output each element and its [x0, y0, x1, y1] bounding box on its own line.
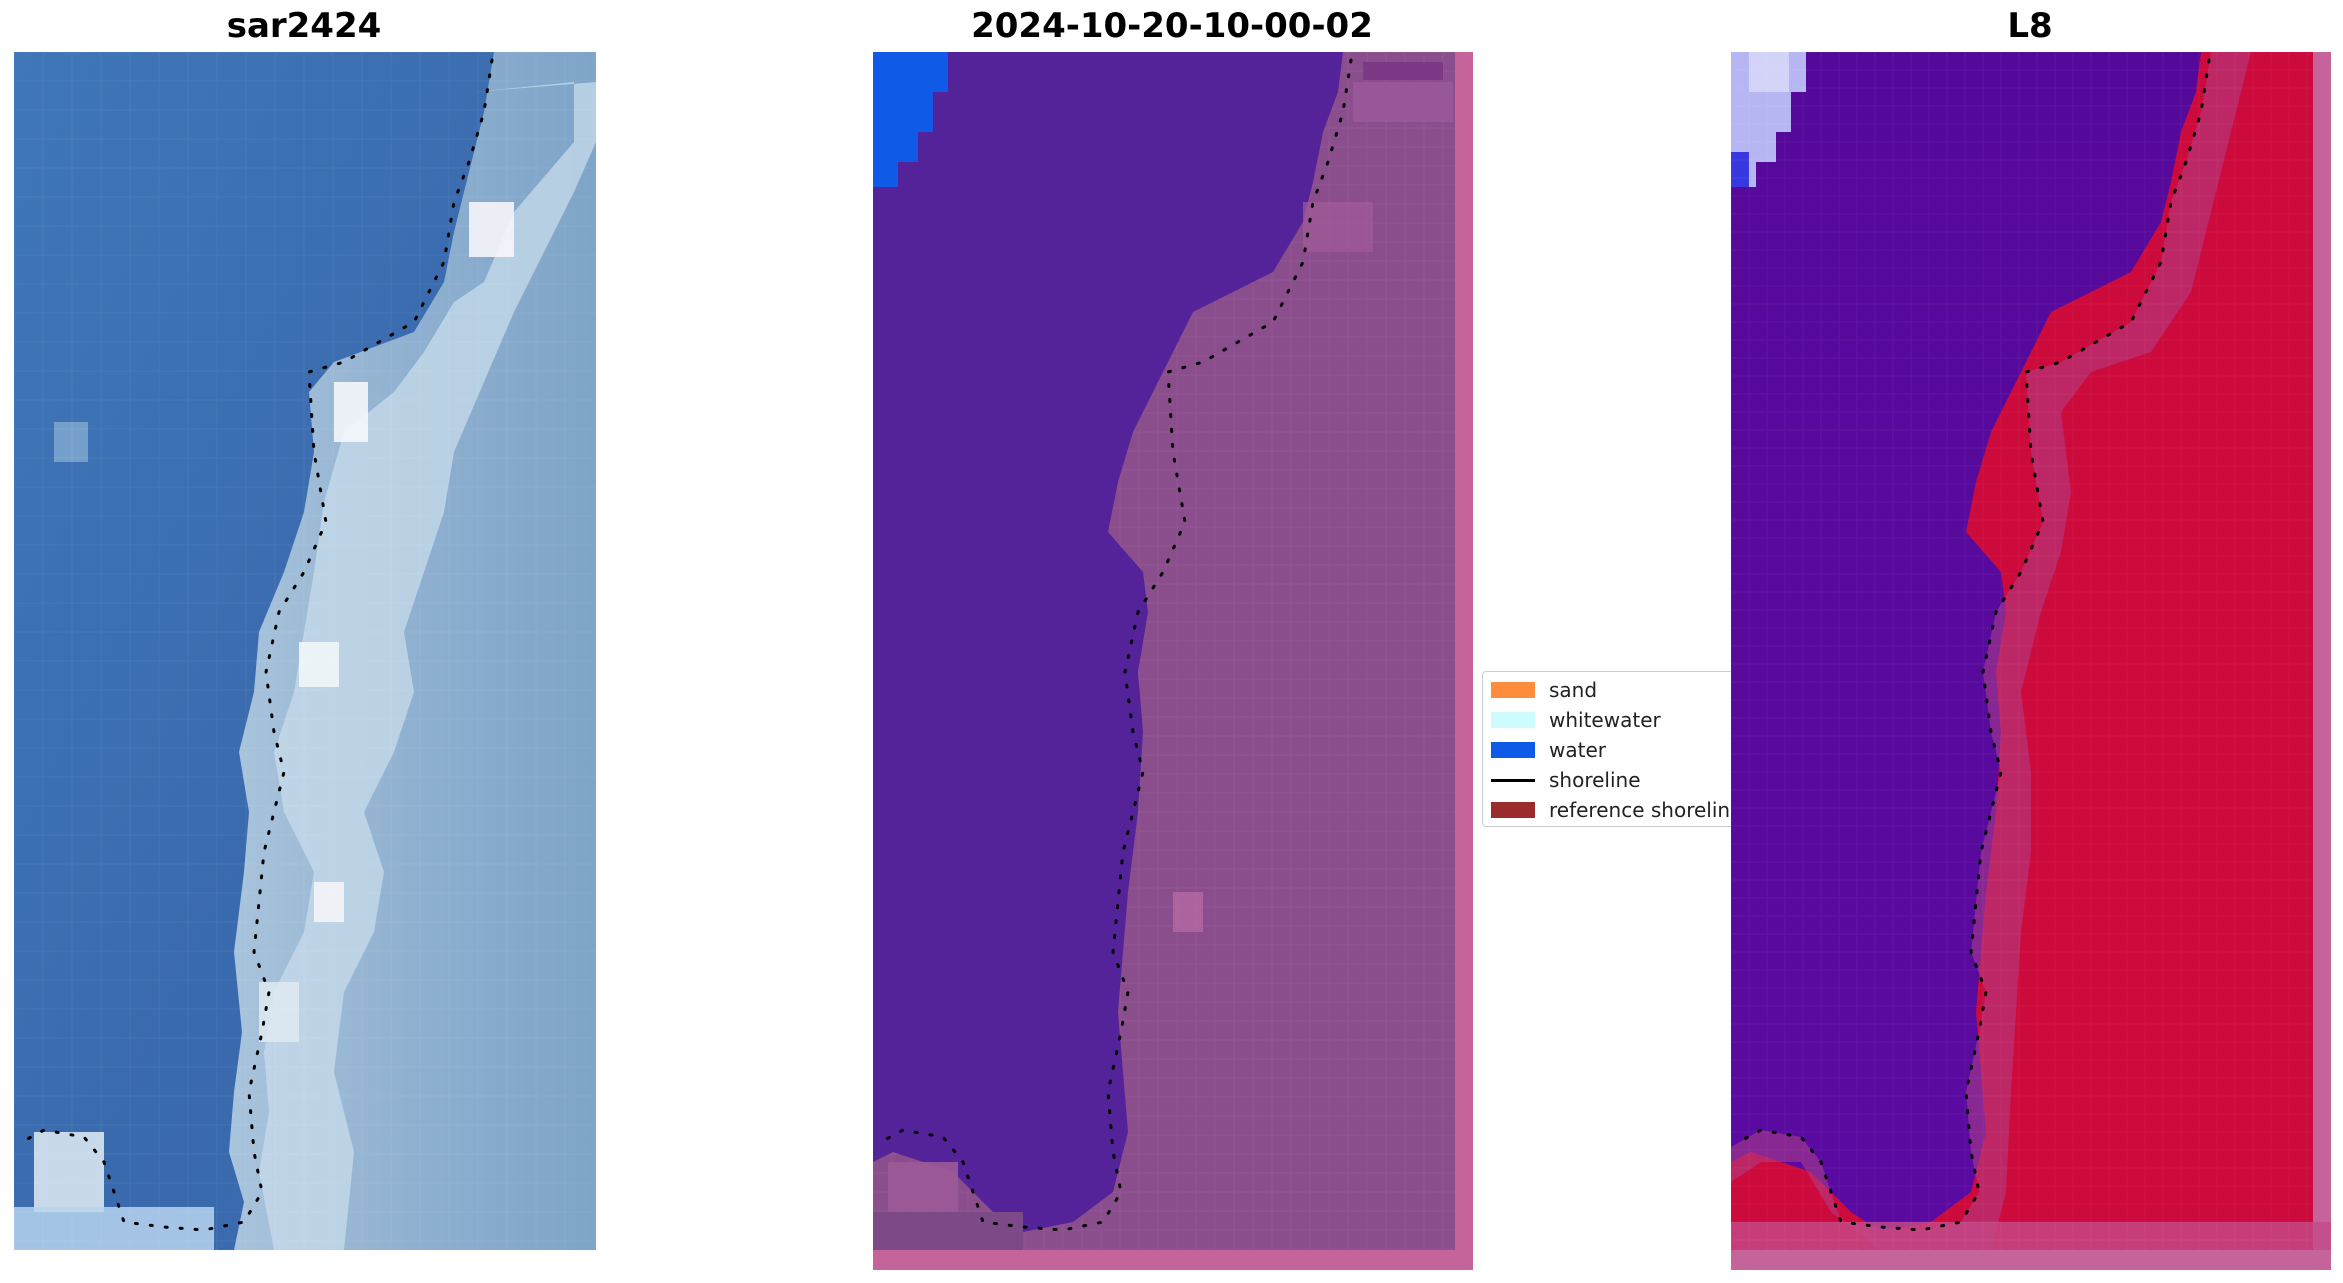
shoreline-dots — [879, 58, 1353, 1232]
water-class — [873, 52, 948, 187]
legend-label-sand: sand — [1549, 678, 1598, 702]
classified-image-panel — [873, 52, 1473, 1270]
reference-shoreline-swatch — [1491, 802, 1535, 818]
legend-label-reference-shoreline: reference shoreline — [1549, 798, 1732, 822]
legend: sand whitewater water shoreline referenc… — [1482, 671, 1732, 827]
water-region — [873, 52, 1343, 1232]
whitewater-swatch — [1491, 712, 1535, 728]
panel-title-ndwi: L8 — [2007, 6, 2053, 46]
shoreline-dots — [20, 58, 494, 1232]
ndwi-image-panel — [1731, 52, 2331, 1270]
shoreline-dots — [1737, 58, 2211, 1232]
legend-label-water: water — [1549, 738, 1606, 762]
panel-title-rgb: sar2424 — [226, 6, 382, 46]
rgb-image-panel — [14, 52, 596, 1250]
legend-label-shoreline: shoreline — [1549, 768, 1641, 792]
sand-swatch — [1491, 682, 1535, 698]
panel-title-classified: 2024-10-20-10-00-02 — [971, 6, 1373, 46]
water-swatch — [1491, 742, 1535, 758]
shoreline-line-swatch — [1491, 779, 1535, 782]
legend-label-whitewater: whitewater — [1549, 708, 1661, 732]
